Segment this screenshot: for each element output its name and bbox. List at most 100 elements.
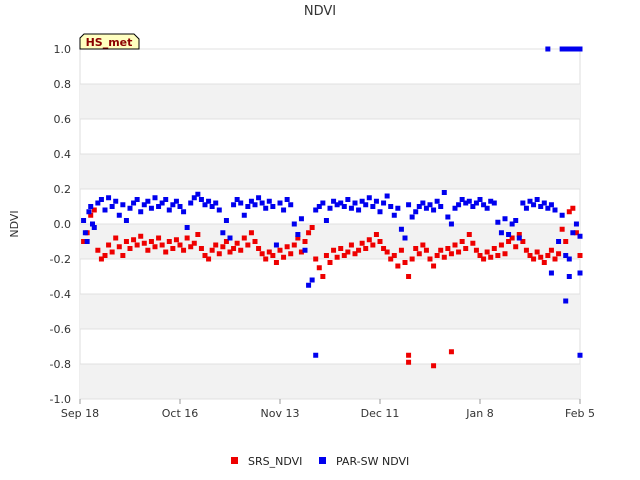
par-sw-ndvi-point <box>198 197 204 202</box>
srs-ndvi-point <box>291 242 297 248</box>
par-sw-ndvi-point <box>498 230 504 236</box>
srs-ndvi-point <box>277 247 283 253</box>
srs-ndvi-point <box>541 260 547 265</box>
par-sw-ndvi-point <box>459 197 465 202</box>
srs-ndvi-point <box>141 240 147 246</box>
y-tick-label: 0.2 <box>54 183 72 196</box>
srs-ndvi-point <box>577 253 583 258</box>
par-sw-ndvi-point <box>320 200 326 206</box>
par-sw-ndvi-point <box>488 198 494 204</box>
srs-ndvi-point <box>220 244 226 250</box>
par-sw-ndvi-point <box>423 205 429 211</box>
par-sw-ndvi-point <box>284 197 290 202</box>
par-sw-ndvi-point <box>195 191 201 197</box>
srs-ndvi-point <box>448 251 454 257</box>
srs-ndvi-point <box>538 254 544 260</box>
srs-ndvi-point <box>216 251 222 257</box>
srs-ndvi-point <box>370 242 376 248</box>
y-tick-label: -0.2 <box>50 253 71 266</box>
srs-ndvi-point <box>209 247 215 253</box>
srs-ndvi-point <box>173 237 179 243</box>
par-sw-ndvi-point <box>134 197 140 202</box>
par-sw-ndvi-point <box>398 226 404 232</box>
par-sw-ndvi-point <box>113 198 119 204</box>
srs-ndvi-point <box>334 254 340 260</box>
par-sw-ndvi-point <box>348 205 354 211</box>
par-sw-ndvi-point <box>566 274 572 279</box>
par-sw-ndvi-point <box>270 204 276 209</box>
par-sw-ndvi-point <box>563 298 569 304</box>
par-sw-ndvi-point <box>181 209 187 215</box>
srs-ndvi-point <box>495 253 501 258</box>
par-sw-ndvi-point <box>341 204 347 209</box>
band <box>80 294 580 329</box>
srs-ndvi-point <box>148 239 154 244</box>
srs-ndvi-point <box>181 247 187 253</box>
par-sw-ndvi-point <box>145 198 151 204</box>
srs-ndvi-point <box>431 363 437 369</box>
par-sw-ndvi-point <box>438 204 444 209</box>
srs-ndvi-point <box>213 242 219 248</box>
par-sw-ndvi-point <box>548 202 554 208</box>
par-sw-ndvi-point <box>563 253 569 258</box>
srs-ndvi-point <box>473 247 479 253</box>
srs-ndvi-point <box>284 244 290 250</box>
srs-ndvi-point <box>191 240 197 246</box>
y-axis-ticks: -1.0 -0.8 -0.6 -0.4 -0.2 0.0 0.2 0.4 0.6 0.8 1.0 <box>50 43 71 406</box>
srs-ndvi-point <box>152 244 158 250</box>
par-sw-ndvi-point <box>548 270 554 276</box>
par-sw-ndvi-point <box>427 202 433 208</box>
par-sw-ndvi-point <box>545 205 551 211</box>
par-sw-ndvi-point <box>531 202 537 208</box>
srs-ndvi-point <box>234 240 240 246</box>
srs-ndvi-point <box>202 253 208 258</box>
par-sw-ndvi-point <box>359 198 365 204</box>
par-sw-ndvi-point <box>441 190 447 195</box>
par-sw-ndvi-point <box>256 195 262 201</box>
srs-ndvi-point <box>552 256 558 262</box>
y-tick-label: 0.8 <box>54 78 72 91</box>
srs-ndvi-point <box>559 226 565 232</box>
par-sw-ndvi-point <box>148 205 154 211</box>
par-sw-ndvi-point <box>127 205 133 211</box>
par-sw-ndvi-point <box>316 204 322 209</box>
par-sw-ndvi-point <box>391 212 397 218</box>
srs-ndvi-point <box>331 247 337 253</box>
srs-ndvi-point <box>416 251 422 257</box>
srs-ndvi-point <box>484 249 490 255</box>
par-sw-ndvi-point <box>466 198 472 204</box>
par-sw-ndvi-point <box>363 202 369 208</box>
par-sw-ndvi-point <box>313 207 319 213</box>
srs-ndvi-point <box>363 246 369 251</box>
y-tick-label: -0.6 <box>50 323 71 336</box>
par-sw-ndvi-point <box>463 200 469 206</box>
srs-ndvi-point <box>245 242 251 248</box>
srs-ndvi-point <box>106 242 112 248</box>
srs-ndvi-point <box>556 251 562 257</box>
srs-ndvi-point <box>127 246 133 251</box>
par-sw-ndvi-point <box>377 209 383 215</box>
par-sw-ndvi-point <box>373 198 379 204</box>
par-sw-ndvi-point <box>406 202 412 208</box>
par-sw-ndvi-point <box>509 221 515 227</box>
par-sw-ndvi-point <box>177 204 183 209</box>
par-sw-ndvi-point <box>431 207 437 213</box>
srs-ndvi-point <box>398 247 404 253</box>
srs-ndvi-point <box>113 235 119 241</box>
chart-title: NDVI <box>304 4 336 19</box>
srs-ndvi-point <box>406 274 412 279</box>
par-sw-ndvi-point <box>545 46 551 52</box>
srs-ndvi-point <box>491 246 497 251</box>
par-sw-ndvi-point <box>163 197 169 202</box>
par-sw-ndvi-point <box>577 270 583 276</box>
par-sw-ndvi-point <box>323 218 329 223</box>
station-badge: HS_met <box>79 33 140 50</box>
series-par-sw-ndvi <box>81 46 583 358</box>
legend-label-srs-ndvi: SRS_NDVI <box>248 455 302 468</box>
srs-ndvi-point <box>481 256 487 262</box>
par-sw-ndvi-point <box>259 200 265 206</box>
par-sw-ndvi-point <box>577 352 583 358</box>
srs-ndvi-point <box>295 235 301 241</box>
legend-swatch-par-sw-ndvi <box>319 457 326 464</box>
